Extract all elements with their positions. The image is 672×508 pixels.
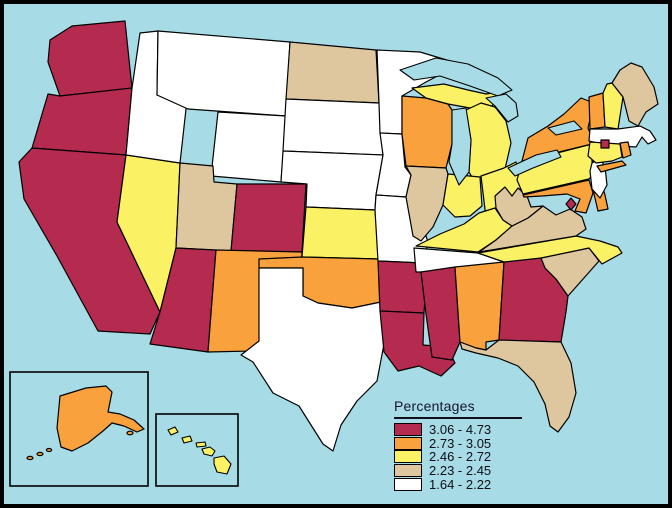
- legend-swatch-class-3: [394, 450, 422, 464]
- legend-swatch-class-5: [394, 477, 422, 491]
- state-arizona[interactable]: [149, 247, 217, 353]
- map-legend: Percentages 3.06 - 4.73 2.73 - 3.05 2.46…: [394, 398, 544, 492]
- legend-row: 2.23 - 2.45: [394, 463, 544, 479]
- state-maine[interactable]: [611, 62, 659, 127]
- legend-swatch-class-1: [394, 423, 422, 437]
- hawaii-island-oahu[interactable]: [181, 435, 193, 444]
- state-west-virginia[interactable]: [494, 186, 544, 227]
- state-new-york-long-island[interactable]: [596, 160, 627, 173]
- legend-row: 3.06 - 4.73: [394, 422, 544, 438]
- lake-michigan: [448, 107, 472, 186]
- legend-swatch-class-4: [394, 464, 422, 478]
- state-north-dakota[interactable]: [285, 41, 380, 104]
- legend-label: 3.06 - 4.73: [429, 422, 492, 438]
- state-maryland[interactable]: [522, 179, 594, 214]
- lake-superior: [399, 57, 513, 97]
- legend-label: 2.46 - 2.72: [429, 449, 492, 465]
- hawaii-island-kauai[interactable]: [167, 426, 179, 436]
- state-rhode-island[interactable]: [619, 141, 632, 159]
- state-wisconsin[interactable]: [401, 95, 453, 169]
- hawaii-island-maui[interactable]: [201, 446, 216, 457]
- legend-label: 2.23 - 2.45: [429, 463, 492, 479]
- aleutian-island: [26, 455, 34, 461]
- hawaii-island-molokai[interactable]: [195, 441, 207, 448]
- aleutian-island: [36, 451, 44, 457]
- legend-row: 1.64 - 2.22: [394, 476, 544, 492]
- state-virginia[interactable]: [478, 205, 587, 253]
- state-indiana[interactable]: [442, 173, 483, 218]
- legend-row: 2.73 - 3.05: [394, 435, 544, 451]
- state-louisiana[interactable]: [379, 310, 456, 377]
- alaska-panhandle-island: [126, 430, 134, 436]
- lake-erie: [507, 149, 562, 177]
- state-alaska[interactable]: [56, 385, 145, 452]
- state-california[interactable]: [18, 147, 161, 335]
- legend-title: Percentages: [394, 398, 475, 414]
- aleutian-island: [45, 447, 53, 453]
- lake-ontario: [547, 120, 583, 136]
- state-montana[interactable]: [156, 30, 291, 117]
- legend-label: 2.73 - 3.05: [429, 435, 492, 451]
- state-kansas[interactable]: [301, 206, 380, 260]
- alaska-inset-box: [9, 371, 149, 487]
- hawaii-inset-box: [155, 413, 239, 487]
- state-colorado[interactable]: [230, 183, 307, 253]
- legend-swatch-class-2: [394, 436, 422, 450]
- legend-label: 1.64 - 2.22: [429, 476, 492, 492]
- small-red-square-marker: [600, 139, 610, 149]
- state-texas[interactable]: [240, 267, 385, 452]
- state-north-carolina[interactable]: [477, 235, 623, 265]
- lake-huron: [485, 93, 519, 123]
- state-alabama[interactable]: [454, 261, 505, 351]
- district-of-columbia-diamond-marker[interactable]: [565, 197, 577, 211]
- state-florida[interactable]: [459, 339, 577, 433]
- state-wyoming[interactable]: [210, 111, 287, 183]
- state-illinois[interactable]: [405, 165, 449, 242]
- hawaii-island-big-island[interactable]: [213, 455, 232, 475]
- legend-rule: [394, 417, 522, 419]
- legend-row: 2.46 - 2.72: [394, 449, 544, 465]
- state-oregon[interactable]: [31, 87, 133, 156]
- state-vermont[interactable]: [588, 92, 606, 130]
- state-south-dakota[interactable]: [282, 98, 384, 156]
